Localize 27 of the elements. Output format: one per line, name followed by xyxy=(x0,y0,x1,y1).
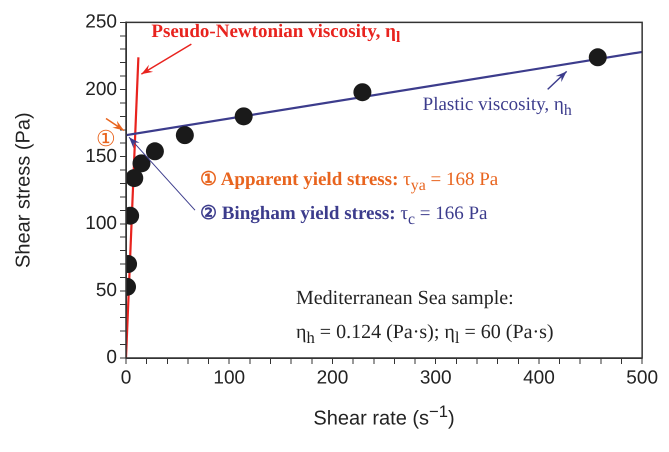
y-tick-label: 250 xyxy=(85,12,117,33)
y-tick-label: 200 xyxy=(85,78,117,100)
y-tick-label: 150 xyxy=(85,146,117,167)
point xyxy=(176,126,194,144)
point xyxy=(353,83,372,102)
x-tick-label: 0 xyxy=(120,368,132,389)
x-axis-title: Shear rate (s$^{−1}$) xyxy=(313,402,455,431)
annotation: ① Apparent yield stress: τ$_{ya}$ = 168 Pa xyxy=(200,169,498,194)
y-tick-label: 100 xyxy=(85,212,117,234)
y-axis-title: Shear stress (Pa) xyxy=(12,112,35,268)
annotation: Plastic viscosity, η$_{h}$ xyxy=(422,94,572,119)
x-tick-label: 100 xyxy=(213,368,246,389)
x-tick-label: 300 xyxy=(420,368,452,389)
point xyxy=(234,107,253,126)
annotation: η$_{h}$ = 0.124 (Pa·s); η$_{l}$ = 60 (Pa·s) xyxy=(296,321,554,347)
annotation: Pseudo-Newtonian viscosity, η$_{l}$ xyxy=(151,20,400,46)
point xyxy=(146,142,164,160)
y-tick-label: 0 xyxy=(106,347,117,368)
x-tick-label: 400 xyxy=(523,368,555,389)
x-tick-label: 200 xyxy=(316,368,348,389)
point xyxy=(126,169,144,188)
point xyxy=(588,48,607,66)
y-tick-label: 50 xyxy=(96,280,117,302)
annotation: ② Bingham yield stress: τ$_{c}$ = 166 Pa xyxy=(200,203,488,228)
x-tick-label: 500 xyxy=(626,368,658,389)
point xyxy=(132,154,150,172)
annotation: Mediterranean Sea sample: xyxy=(296,287,514,309)
